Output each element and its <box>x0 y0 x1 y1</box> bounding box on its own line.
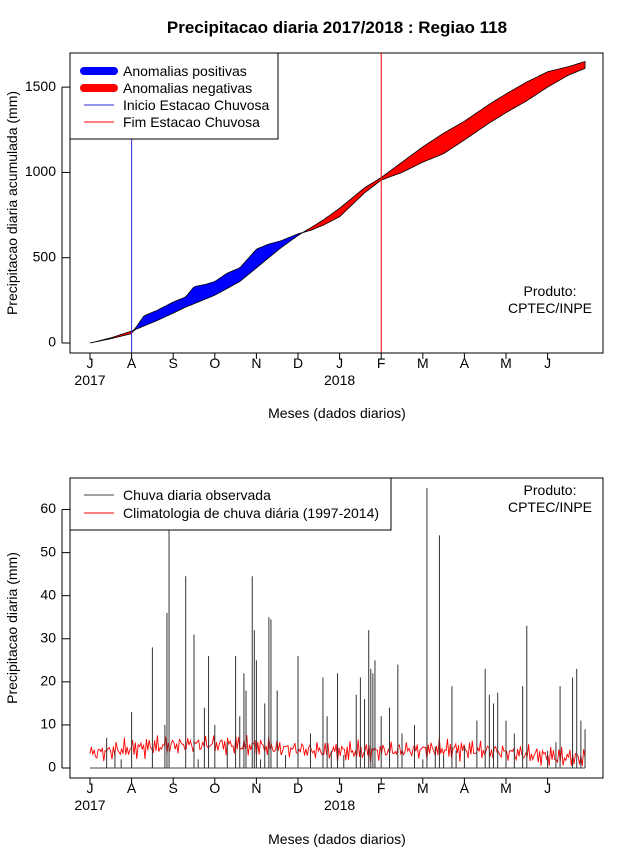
top-x-tick-label: O <box>209 355 220 371</box>
top-y-tick-label: 500 <box>33 248 57 264</box>
top-x-tick-label: M <box>500 355 512 371</box>
bottom-y-tick-label: 40 <box>40 586 56 602</box>
top-y-tick-label: 1000 <box>25 163 56 179</box>
bottom-y-tick-label: 0 <box>48 759 56 775</box>
top-x-tick-label: J <box>544 355 551 371</box>
top-x-axis-label: Meses (dados diarios) <box>268 405 406 421</box>
top-y-axis-label: Precipitacao diaria acumulada (mm) <box>4 91 20 315</box>
bottom-credit-line-1: Produto: <box>524 482 577 498</box>
top-y-tick-label: 0 <box>48 334 56 350</box>
bottom-x-tick-label: J <box>87 780 94 796</box>
bottom-credit-line-2: CPTEC/INPE <box>508 499 592 515</box>
bottom-x-tick-label: A <box>460 780 470 796</box>
bottom-year-label: 2018 <box>324 797 355 813</box>
positive-anomaly-area <box>134 230 305 331</box>
bottom-x-tick-label: F <box>377 780 386 796</box>
bottom-legend-box <box>69 477 392 531</box>
negative-anomaly-area <box>91 327 136 344</box>
top-x-tick-label: J <box>87 355 94 371</box>
bottom-legend: Chuva diaria observada Climatologia de c… <box>69 477 392 531</box>
bottom-y-tick-label: 10 <box>40 716 56 732</box>
bottom-x-tick-label: M <box>500 780 512 796</box>
top-x-tick-label: M <box>417 355 429 371</box>
bottom-x-tick-label: D <box>293 780 303 796</box>
bottom-legend-label-observed: Chuva diaria observada <box>123 487 271 503</box>
bottom-plot-area <box>89 488 586 769</box>
bottom-x-tick-label: S <box>169 780 178 796</box>
bottom-x-tick-label: O <box>209 780 220 796</box>
bottom-x-tick-label: A <box>127 780 137 796</box>
top-legend-label-end: Fim Estacao Chuvosa <box>123 114 260 130</box>
bottom-y-tick-label: 50 <box>40 543 56 559</box>
bottom-x-tick-label: J <box>544 780 551 796</box>
top-legend: Anomalias positivas Anomalias negativas … <box>69 52 279 140</box>
bottom-x-tick-label: N <box>251 780 261 796</box>
chart-title: Precipitacao diaria 2017/2018 : Regiao 1… <box>167 18 507 37</box>
top-x-tick-label: A <box>460 355 470 371</box>
top-year-label: 2017 <box>74 372 105 388</box>
top-x-tick-label: F <box>377 355 386 371</box>
top-x-tick-label: N <box>251 355 261 371</box>
bottom-x-axis-label: Meses (dados diarios) <box>268 831 406 847</box>
top-credit-line-1: Produto: <box>524 283 577 299</box>
top-plot-area <box>89 53 586 353</box>
top-x-tick-label: D <box>293 355 303 371</box>
top-y-tick-label: 1500 <box>25 78 56 94</box>
bottom-year-label: 2017 <box>74 797 105 813</box>
top-x-tick-label: J <box>336 355 343 371</box>
top-legend-label-positive: Anomalias positivas <box>123 63 247 79</box>
bottom-y-tick-label: 60 <box>40 500 56 516</box>
top-legend-label-negative: Anomalias negativas <box>123 80 252 96</box>
top-legend-label-start: Inicio Estacao Chuvosa <box>123 97 270 113</box>
top-x-tick-label: A <box>127 355 137 371</box>
top-x-tick-label: S <box>169 355 178 371</box>
top-year-label: 2018 <box>324 372 355 388</box>
bottom-x-tick-label: M <box>417 780 429 796</box>
bottom-y-axis-label: Precipitacao diaria (mm) <box>4 552 20 704</box>
bottom-y-tick-label: 20 <box>40 673 56 689</box>
top-credit-line-2: CPTEC/INPE <box>508 300 592 316</box>
negative-anomaly-area <box>304 60 586 233</box>
bottom-legend-label-climatology: Climatologia de chuva diária (1997-2014) <box>123 505 379 521</box>
bottom-y-tick-label: 30 <box>40 629 56 645</box>
bottom-x-tick-label: J <box>336 780 343 796</box>
